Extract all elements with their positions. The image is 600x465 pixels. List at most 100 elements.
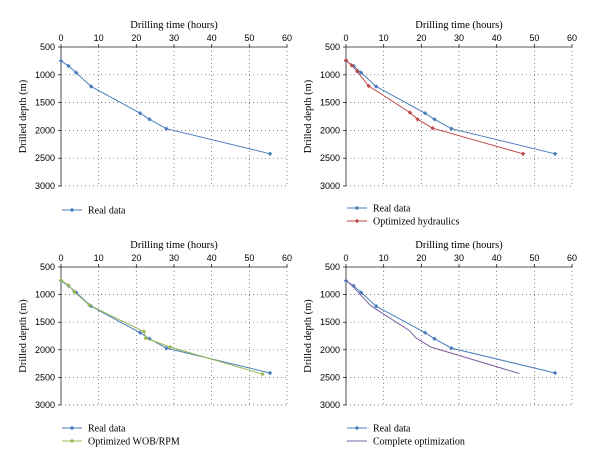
y-tick-label: 1500 xyxy=(35,317,55,327)
x-tick-label: 50 xyxy=(529,253,539,263)
data-point xyxy=(143,336,148,341)
x-tick-label: 40 xyxy=(492,253,502,263)
x-tick-label: 20 xyxy=(416,33,426,43)
data-point xyxy=(147,117,152,122)
y-tick-label: 2000 xyxy=(35,345,55,355)
x-tick-label: 50 xyxy=(244,253,254,263)
data-point xyxy=(141,329,147,334)
x-tick-label: 60 xyxy=(282,253,292,263)
series-line-1 xyxy=(60,60,271,155)
data-point xyxy=(552,370,558,376)
legend-label: Optimized hydraulics xyxy=(373,217,459,228)
y-tick-label: 500 xyxy=(325,42,340,52)
data-point xyxy=(87,302,92,308)
data-point xyxy=(552,151,558,156)
y-axis-title: Drilled depth (m) xyxy=(303,79,314,153)
y-tick-label: 1000 xyxy=(35,290,55,300)
chart-panel-4: 0 10 20 30 40 50 60 500 1000 1500 2000 2500 3000 Dril… xyxy=(303,240,577,448)
data-point xyxy=(373,84,379,89)
data-point xyxy=(373,303,379,309)
x-tick-label: 20 xyxy=(131,253,141,263)
x-axis-title: Drilling time (hours) xyxy=(415,240,503,251)
y-axis-title: Drilled depth (m) xyxy=(303,299,314,373)
x-tick-label: 30 xyxy=(454,33,464,43)
data-point xyxy=(137,110,143,116)
x-axis-title: Drilling time (hours) xyxy=(130,240,218,251)
y-tick-label: 3000 xyxy=(35,400,55,410)
legend-marker xyxy=(354,205,360,211)
series-line-1 xyxy=(345,60,556,155)
x-tick-label: 30 xyxy=(169,33,179,43)
chart-panel-3: 0 10 20 30 40 50 60 500 1000 1500 2000 2500 3000 Dril… xyxy=(18,240,292,448)
data-point xyxy=(407,110,413,115)
x-axis-title: Drilling time (hours) xyxy=(130,20,218,31)
y-tick-label: 2500 xyxy=(320,372,340,382)
x-tick-label: 60 xyxy=(282,33,292,43)
y-axis-title: Drilled depth (m) xyxy=(18,299,29,373)
y-tick-label: 500 xyxy=(40,262,55,272)
legend-label: Real data xyxy=(373,424,411,435)
x-tick-label: 10 xyxy=(94,253,104,263)
x-tick-label: 30 xyxy=(169,253,179,263)
data-point xyxy=(358,70,364,75)
data-point xyxy=(415,117,420,122)
data-point xyxy=(267,151,273,156)
data-point xyxy=(260,371,265,377)
x-tick-label: 0 xyxy=(343,33,348,43)
x-tick-label: 60 xyxy=(567,253,577,263)
data-point xyxy=(137,330,143,335)
y-tick-label: 1500 xyxy=(320,317,340,327)
y-tick-label: 1000 xyxy=(320,70,340,80)
legend-label: Complete optimization xyxy=(373,437,465,448)
y-tick-label: 1500 xyxy=(35,98,55,108)
x-tick-label: 0 xyxy=(58,33,63,43)
data-point xyxy=(422,330,428,335)
legend-label: Optimized WOB/RPM xyxy=(88,437,180,448)
x-tick-label: 40 xyxy=(207,253,217,263)
data-point xyxy=(164,126,169,131)
data-point xyxy=(355,69,360,74)
data-point xyxy=(449,345,454,351)
chart-panel-1: 0 10 20 30 40 50 60 500 1000 1500 2000 2500 3000 Dril… xyxy=(18,20,292,217)
y-tick-label: 3000 xyxy=(320,181,340,191)
data-point xyxy=(349,63,354,68)
series-line-2 xyxy=(345,279,520,374)
x-tick-label: 10 xyxy=(379,253,389,263)
data-point xyxy=(73,70,79,75)
data-point xyxy=(520,151,526,156)
series-line-1 xyxy=(345,280,556,374)
x-tick-label: 0 xyxy=(343,253,348,263)
data-point xyxy=(71,289,77,295)
x-tick-label: 40 xyxy=(207,33,217,43)
legend-marker xyxy=(69,207,75,213)
legend-label: Real data xyxy=(88,424,126,435)
legend-marker xyxy=(69,425,75,431)
data-point xyxy=(267,370,273,376)
x-tick-label: 10 xyxy=(379,33,389,43)
data-point xyxy=(351,283,356,288)
data-point xyxy=(164,345,169,351)
data-point xyxy=(430,125,435,131)
x-tick-label: 40 xyxy=(492,33,502,43)
x-tick-label: 10 xyxy=(94,33,104,43)
y-tick-label: 500 xyxy=(325,262,340,272)
y-tick-label: 2000 xyxy=(320,345,340,355)
legend-marker xyxy=(69,438,75,444)
y-tick-label: 2000 xyxy=(35,125,55,135)
data-point xyxy=(58,58,64,64)
data-point xyxy=(366,83,371,89)
data-point xyxy=(432,336,437,341)
data-point xyxy=(449,126,454,131)
x-tick-label: 0 xyxy=(58,253,63,263)
data-point xyxy=(168,344,173,350)
y-tick-label: 3000 xyxy=(320,400,340,410)
legend-label: Real data xyxy=(88,206,126,217)
chart-panel-2: 0 10 20 30 40 50 60 500 1000 1500 2000 2500 3000 Dril… xyxy=(303,20,577,228)
y-tick-label: 2500 xyxy=(35,372,55,382)
data-point xyxy=(432,117,437,122)
data-point xyxy=(343,58,349,63)
y-tick-label: 1500 xyxy=(320,98,340,108)
y-tick-label: 500 xyxy=(40,42,55,52)
y-tick-label: 2500 xyxy=(35,153,55,163)
